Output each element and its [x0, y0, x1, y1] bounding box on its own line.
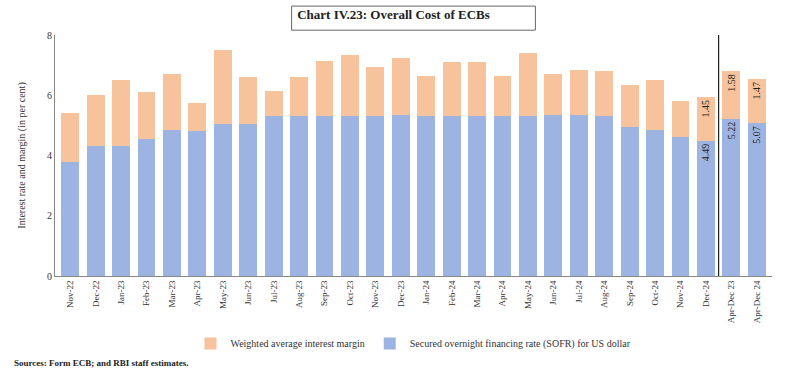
- svg-text:Sources: Form ECB; and RBI sta: Sources: Form ECB; and RBI staff estimat…: [14, 358, 189, 368]
- svg-text:Interest rate and margin (in p: Interest rate and margin (in per cent): [16, 82, 28, 228]
- svg-text:Nov-23: Nov-23: [370, 280, 380, 308]
- svg-text:Mar-23: Mar-23: [167, 280, 177, 307]
- svg-text:Apr-23: Apr-23: [192, 280, 202, 306]
- svg-text:4: 4: [47, 150, 52, 161]
- svg-text:Jan-24: Jan-24: [421, 280, 431, 304]
- svg-text:Secured overnight financing ra: Secured overnight financing rate (SOFR) …: [410, 338, 631, 350]
- svg-text:5.22: 5.22: [726, 122, 737, 140]
- svg-text:Apr-Dec 24: Apr-Dec 24: [752, 280, 762, 323]
- svg-text:4.49: 4.49: [700, 144, 711, 162]
- svg-text:Nov-24: Nov-24: [675, 280, 685, 308]
- svg-text:Jun-23: Jun-23: [243, 280, 253, 305]
- svg-text:1.45: 1.45: [700, 100, 711, 118]
- svg-text:Jul-24: Jul-24: [574, 280, 584, 303]
- svg-text:1.47: 1.47: [751, 82, 762, 100]
- svg-text:Jun-24: Jun-24: [548, 280, 558, 305]
- svg-text:Dec-24: Dec-24: [701, 280, 711, 307]
- svg-text:6: 6: [47, 90, 52, 101]
- svg-text:1.58: 1.58: [726, 74, 737, 92]
- svg-text:Oct-23: Oct-23: [345, 280, 355, 305]
- svg-text:0: 0: [47, 271, 52, 282]
- svg-text:Aug-23: Aug-23: [294, 280, 304, 308]
- svg-text:Sep-23: Sep-23: [319, 280, 329, 306]
- svg-text:Nov-22: Nov-22: [65, 281, 75, 309]
- svg-text:5.07: 5.07: [751, 126, 762, 143]
- svg-text:Feb-23: Feb-23: [141, 280, 151, 306]
- svg-text:May-24: May-24: [523, 280, 533, 309]
- svg-text:Weighted average interest marg: Weighted average interest margin: [231, 338, 365, 349]
- svg-text:Chart IV.23: Overall Cost of E: Chart IV.23: Overall Cost of ECBs: [297, 7, 490, 22]
- svg-text:Oct-24: Oct-24: [650, 280, 660, 305]
- svg-text:Apr-24: Apr-24: [497, 280, 507, 306]
- svg-text:Jan-23: Jan-23: [116, 280, 126, 304]
- svg-text:Sep-24: Sep-24: [625, 280, 635, 306]
- svg-text:Aug-24: Aug-24: [599, 280, 609, 308]
- svg-text:Dec-22: Dec-22: [91, 281, 101, 308]
- svg-text:May-23: May-23: [218, 280, 228, 309]
- svg-text:2: 2: [47, 210, 52, 221]
- svg-text:Jul-23: Jul-23: [269, 280, 279, 303]
- svg-text:Apr-Dec 23: Apr-Dec 23: [726, 280, 736, 323]
- svg-text:Dec-23: Dec-23: [396, 280, 406, 307]
- svg-text:Feb-24: Feb-24: [447, 280, 457, 306]
- svg-text:Mar-24: Mar-24: [472, 280, 482, 307]
- svg-text:8: 8: [47, 30, 52, 41]
